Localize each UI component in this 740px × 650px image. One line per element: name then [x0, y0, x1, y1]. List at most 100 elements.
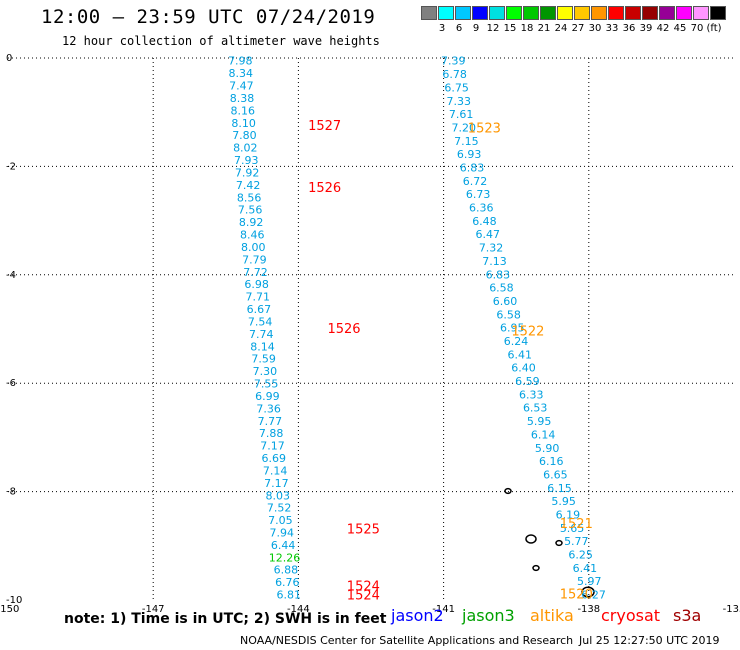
track-east-value: 6.24	[504, 335, 529, 348]
track-west-value: 8.00	[241, 241, 266, 254]
track-east-value: 6.41	[508, 348, 533, 361]
track-west-value: 7.14	[263, 464, 288, 477]
track-east-value: 6.33	[519, 388, 544, 401]
track-east-value: 7.13	[482, 255, 507, 268]
track-west-value: 8.38	[230, 92, 255, 105]
scale-swatch	[455, 6, 471, 20]
track-west-value: 7.36	[256, 402, 281, 415]
track-east-value: 5.65	[560, 522, 585, 535]
track-west-value: 7.74	[249, 328, 274, 341]
scale-swatch	[693, 6, 709, 20]
note-text: note: 1) Time is in UTC; 2) SWH is in fe…	[64, 611, 387, 627]
scale-label: 42	[656, 23, 670, 34]
track-west-value: 7.52	[267, 502, 292, 515]
track-west-value: 7.88	[259, 427, 284, 440]
track-east-value: 7.39	[441, 55, 466, 68]
track-east-value: 7.61	[449, 108, 474, 121]
scale-label: (ft)	[706, 23, 722, 34]
track-east-value: 7.20	[451, 121, 476, 134]
scale-swatch	[489, 6, 505, 20]
track-west-value: 6.69	[262, 452, 287, 465]
pass-number-label: 1525	[347, 523, 380, 538]
scale-label: 33	[605, 23, 619, 34]
track-east-value: 6.25	[568, 549, 593, 562]
track-west-value: 12.26	[269, 551, 301, 564]
scale-swatch	[676, 6, 692, 20]
scale-label: 12	[486, 23, 500, 34]
track-west-value: 7.54	[248, 315, 273, 328]
map-subtitle: 12 hour collection of altimeter wave hei…	[62, 34, 380, 48]
island-outline	[532, 564, 540, 572]
pass-number-label: 1523	[468, 121, 501, 136]
track-west-value: 8.02	[233, 142, 258, 155]
pass-number-label: 1521	[560, 517, 593, 532]
scale-label: 24	[554, 23, 568, 34]
track-west-value: 7.59	[251, 353, 276, 366]
track-east-value: 6.27	[581, 589, 606, 602]
track-east-value: 6.53	[523, 402, 548, 415]
track-east-value: 7.15	[454, 135, 479, 148]
legend-altika: altika	[530, 606, 574, 625]
track-west-value: 7.55	[254, 378, 279, 391]
x-tick-label: -135	[723, 604, 740, 615]
scale-label: 70	[690, 23, 704, 34]
track-east-value: 6.95	[500, 322, 525, 335]
track-east-value: 6.40	[511, 362, 536, 375]
track-west-value: 7.17	[264, 477, 289, 490]
track-west-value: 7.72	[243, 266, 268, 279]
scale-label: 3	[438, 23, 446, 34]
scale-label: 15	[503, 23, 517, 34]
track-west-value: 6.99	[255, 390, 280, 403]
track-west-value: 7.56	[238, 204, 263, 217]
track-west-value: 8.34	[229, 67, 254, 80]
track-west-value: 6.88	[274, 564, 299, 577]
pass-number-label: 1526	[308, 181, 341, 196]
x-tick-label: -138	[577, 604, 600, 615]
island-outline	[581, 586, 595, 598]
scale-label: 45	[673, 23, 687, 34]
scale-label: 39	[639, 23, 653, 34]
x-tick-label: -150	[0, 604, 19, 615]
x-tick-label: -144	[287, 604, 310, 615]
scale-label: 27	[571, 23, 585, 34]
scale-label: 6	[455, 23, 463, 34]
map-title: 12:00 – 23:59 UTC 07/24/2019	[41, 6, 376, 28]
pass-number-label: 1524	[347, 579, 380, 594]
credit-text: NOAA/NESDIS Center for Satellite Applica…	[240, 634, 574, 647]
scale-swatch	[540, 6, 556, 20]
track-west-value: 7.30	[253, 365, 278, 378]
y-tick-label: -10	[6, 595, 22, 606]
pass-number-label: 1520	[560, 588, 593, 603]
track-west-value: 7.79	[242, 253, 267, 266]
legend-jason3: jason3	[462, 606, 515, 625]
scale-swatch	[710, 6, 726, 20]
track-west-value: 7.17	[260, 440, 285, 453]
track-west-value: 6.67	[247, 303, 272, 316]
y-tick-label: -2	[6, 161, 16, 172]
track-west-value: 7.05	[268, 514, 293, 527]
track-west-value: 6.76	[275, 576, 300, 589]
scale-swatch	[591, 6, 607, 20]
track-west-value: 7.92	[235, 166, 260, 179]
track-east-value: 6.65	[543, 468, 568, 481]
scale-swatch	[557, 6, 573, 20]
track-west-value: 6.44	[271, 539, 296, 552]
track-west-value: 7.47	[229, 80, 254, 93]
island-outline	[525, 534, 537, 544]
track-east-value: 7.32	[479, 242, 504, 255]
track-east-value: 5.95	[527, 415, 552, 428]
track-east-value: 5.97	[577, 575, 602, 588]
track-east-value: 6.48	[472, 215, 497, 228]
track-east-value: 6.93	[457, 148, 482, 161]
track-east-value: 6.72	[463, 175, 488, 188]
track-west-value: 8.16	[231, 104, 256, 117]
track-east-value: 6.75	[444, 81, 469, 94]
track-west-value: 7.80	[232, 129, 257, 142]
x-tick-label: -141	[432, 604, 455, 615]
track-west-value: 7.71	[246, 291, 271, 304]
track-east-value: 5.77	[564, 535, 589, 548]
track-west-value: 8.14	[250, 340, 275, 353]
scale-swatch	[625, 6, 641, 20]
